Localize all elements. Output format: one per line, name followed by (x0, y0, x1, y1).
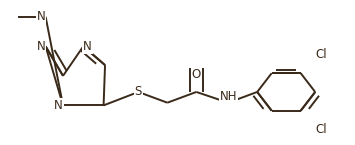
Text: NH: NH (219, 90, 237, 103)
Text: S: S (135, 85, 142, 98)
Text: H: H (224, 90, 233, 103)
Text: Cl: Cl (315, 48, 327, 61)
Text: N: N (83, 40, 92, 53)
Text: O: O (192, 68, 201, 81)
Text: N: N (37, 10, 46, 23)
Text: N: N (37, 40, 46, 53)
Text: Cl: Cl (315, 123, 327, 136)
Text: N: N (54, 99, 63, 112)
